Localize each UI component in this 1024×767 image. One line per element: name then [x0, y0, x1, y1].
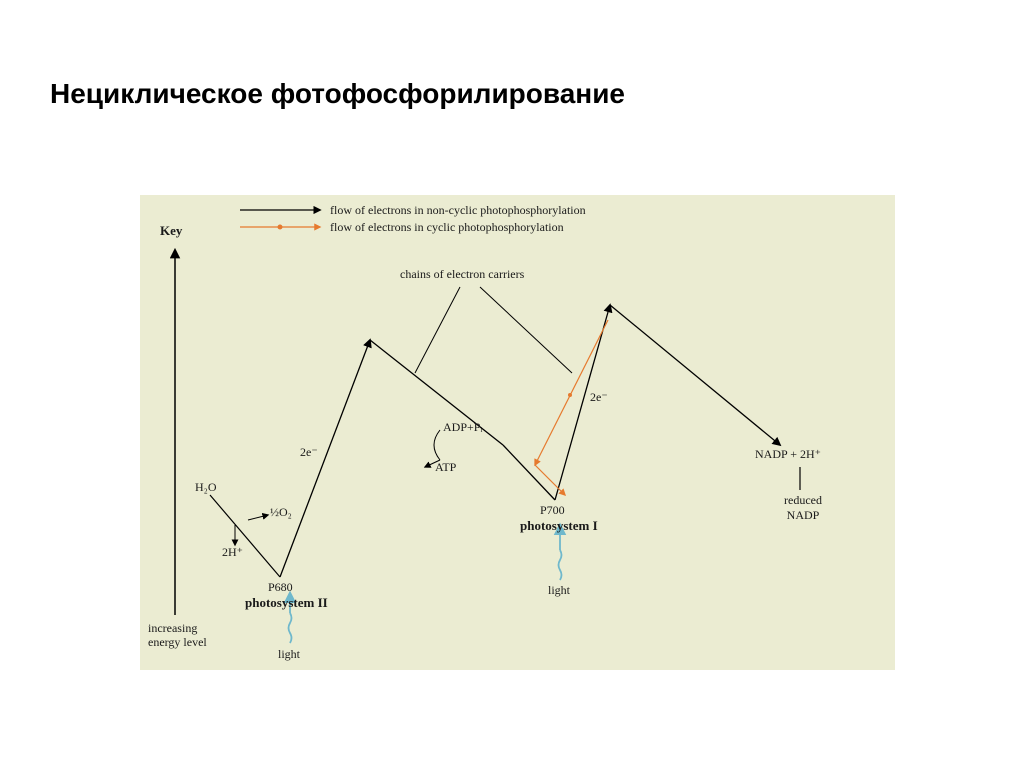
two-e-2-label: 2e⁻ [590, 390, 608, 405]
adp-p-label: ADP+Pᵢ [443, 420, 482, 435]
cyclic-dot [568, 393, 572, 397]
light2-label: light [548, 583, 570, 598]
atp-curve [434, 430, 440, 460]
chains-line-left [415, 287, 460, 373]
ps2-up-line [280, 340, 370, 577]
nadp-2h-label: NADP + 2H⁺ [755, 447, 821, 462]
page-title: Нециклическое фотофосфорилирование [50, 78, 625, 110]
p700-label: P700 [540, 503, 565, 518]
increasing-energy-label: increasing energy level [148, 621, 208, 650]
o2-branch-arrow [248, 515, 268, 520]
two-e-1-label: 2e⁻ [300, 445, 318, 460]
photosystem2-label: photosystem II [245, 595, 328, 611]
etc1b-line [503, 445, 555, 500]
photosystem1-label: photosystem I [520, 518, 598, 534]
light-squiggle-ps2 [289, 613, 292, 643]
two-h-plus-label: 2H⁺ [222, 545, 243, 560]
legend-cyclic-label: flow of electrons in cyclic photophospho… [330, 220, 564, 235]
atp-label: ATP [435, 460, 456, 475]
chains-line-right [480, 287, 572, 373]
p680-label: P680 [268, 580, 293, 595]
reduced-nadp-label: reduced NADP [768, 493, 838, 523]
light1-label: light [278, 647, 300, 662]
etc1-line [370, 340, 503, 445]
z-scheme-diagram: Key flow of electrons in non-cyclic phot… [140, 195, 895, 670]
light-squiggle-ps1 [559, 550, 562, 580]
legend-noncyclic-label: flow of electrons in non-cyclic photopho… [330, 203, 586, 218]
h2o-label: H₂O [195, 480, 217, 495]
key-label: Key [160, 223, 182, 239]
half-o2-label: ½O₂ [270, 505, 292, 520]
chains-label: chains of electron carriers [400, 267, 524, 282]
nadp-line [610, 305, 780, 445]
legend-dot-cyclic [278, 225, 283, 230]
